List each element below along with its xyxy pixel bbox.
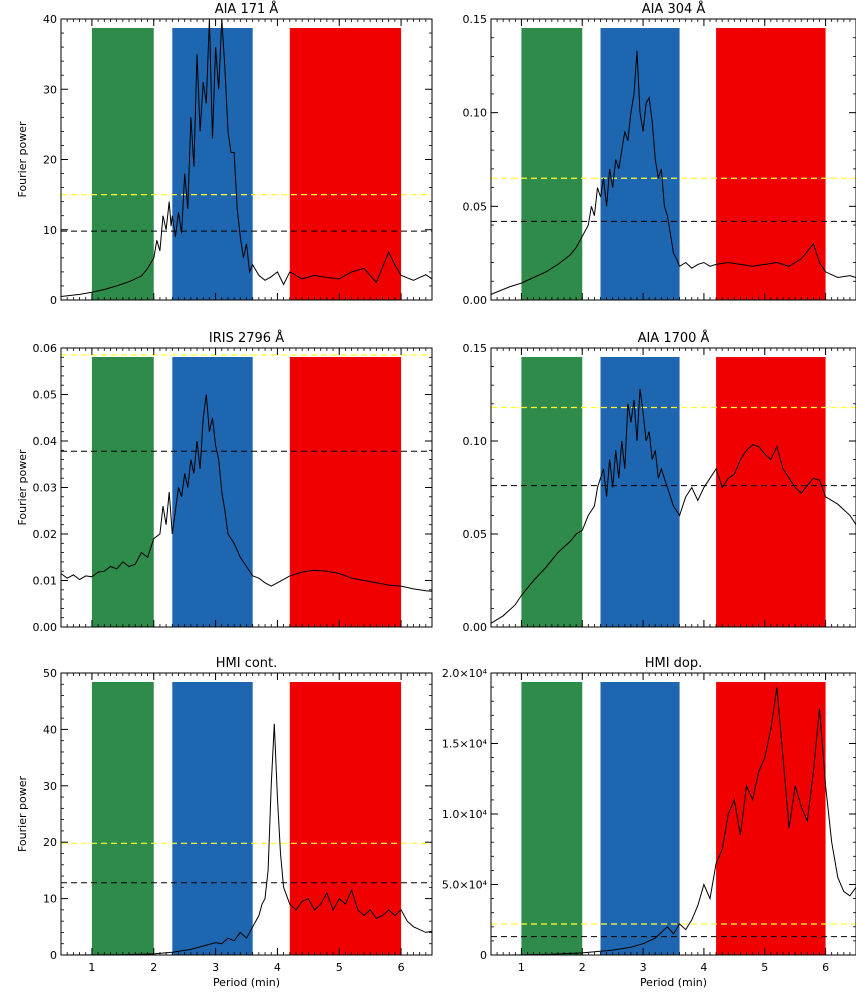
y-tick-label: 0.00 (463, 621, 488, 634)
y-axis-label: Fourier power (16, 121, 29, 197)
power-spectrum-line (60, 394, 433, 592)
y-tick-label: 0.15 (463, 342, 488, 355)
period-band-2 (600, 682, 680, 955)
period-band-1 (521, 682, 583, 955)
y-tick-label: 30 (43, 83, 57, 96)
x-tick-label: 5 (761, 961, 768, 974)
power-spectrum-line (60, 18, 433, 297)
x-tick-label: 2 (579, 961, 586, 974)
panel-6: 1 2 3 4 5 6 0 5.0×10⁴ 1.0×10⁴ 1.5×10⁴ 2.0×10⁴ HMI d… (442, 656, 856, 989)
panel-title: AIA 1700 Å (638, 330, 710, 346)
x-tick-label: 5 (336, 961, 343, 974)
x-tick-label: 2 (150, 961, 157, 974)
y-tick-label: 0.06 (33, 342, 58, 355)
x-tick-label: 4 (274, 961, 281, 974)
y-tick-label: 0 (50, 949, 57, 962)
y-axis-label: Fourier power (16, 776, 29, 852)
panel-title: HMI dop. (645, 656, 703, 671)
y-tick-label: 20 (43, 154, 57, 167)
y-tick-label: 1.0×10⁴ (442, 808, 488, 821)
x-tick-label: 3 (640, 961, 647, 974)
y-tick-label: 0 (50, 294, 57, 307)
period-band-3 (289, 682, 402, 955)
panel-2: 0.00 0.05 0.10 0.15 AIA 304 Å (463, 1, 856, 307)
y-tick-label: 40 (43, 13, 57, 26)
x-tick-label: 6 (822, 961, 829, 974)
y-tick-label: 0.01 (33, 575, 58, 588)
y-tick-label: 0.00 (33, 621, 58, 634)
y-tick-label: 0 (480, 949, 487, 962)
y-tick-label: 0.05 (463, 200, 488, 213)
y-tick-label: 0.05 (463, 528, 488, 541)
power-spectrum-line (490, 50, 856, 295)
x-axis-label: Period (min) (213, 976, 280, 989)
panel-5: 1 2 3 4 5 6 0 10 20 30 40 50 HMI cont. Fourier power P… (16, 656, 433, 989)
period-band-2 (600, 28, 680, 300)
panel-4: 0.00 0.05 0.10 0.15 AIA 1700 Å (463, 330, 856, 634)
y-tick-label: 0.00 (463, 294, 488, 307)
period-band-2 (172, 28, 253, 300)
y-tick-label: 0.05 (33, 389, 58, 402)
period-band-1 (91, 357, 154, 627)
panel-title: IRIS 2796 Å (209, 330, 284, 346)
y-tick-label: 10 (43, 224, 57, 237)
period-band-1 (521, 28, 583, 300)
power-spectrum-line (490, 687, 856, 956)
period-band-3 (716, 357, 826, 627)
period-band-1 (91, 682, 154, 955)
y-tick-label: 0.10 (463, 107, 488, 120)
panel-3: 0.00 0.01 0.02 0.03 0.04 0.05 0.06 IRIS 2796 Å F… (16, 330, 433, 634)
y-tick-label: 30 (43, 780, 57, 793)
x-tick-label: 1 (518, 961, 525, 974)
y-tick-label: 20 (43, 836, 57, 849)
x-axis-label: Period (min) (640, 976, 707, 989)
period-band-3 (289, 28, 402, 300)
y-tick-label: 1.5×10⁴ (442, 738, 488, 751)
y-tick-label: 10 (43, 893, 57, 906)
period-band-1 (521, 357, 583, 627)
panel-1: 0 10 20 30 40 AIA 171 Å Fourier power (16, 1, 433, 307)
period-band-1 (91, 28, 154, 300)
period-band-2 (600, 357, 680, 627)
y-tick-label: 50 (43, 667, 57, 680)
period-band-3 (716, 28, 826, 300)
y-tick-label: 0.04 (33, 435, 58, 448)
x-tick-label: 4 (700, 961, 707, 974)
panel-title: HMI cont. (216, 656, 278, 671)
power-spectrum-line (490, 388, 856, 624)
period-band-3 (289, 357, 402, 627)
x-tick-label: 3 (212, 961, 219, 974)
y-tick-label: 0.15 (463, 13, 488, 26)
y-tick-label: 0.02 (33, 528, 58, 541)
y-tick-label: 0.03 (33, 482, 58, 495)
x-tick-label: 6 (398, 961, 405, 974)
panel-title: AIA 304 Å (642, 1, 706, 17)
y-axis-label: Fourier power (16, 449, 29, 525)
x-tick-label: 1 (88, 961, 95, 974)
panel-title: AIA 171 Å (215, 1, 279, 17)
period-band-2 (172, 682, 253, 955)
power-spectrum-line (60, 723, 433, 956)
y-tick-label: 40 (43, 723, 57, 736)
y-tick-label: 2.0×10⁴ (442, 667, 488, 680)
y-tick-label: 5.0×10⁴ (442, 879, 488, 892)
period-band-3 (716, 682, 826, 955)
y-tick-label: 0.10 (463, 435, 488, 448)
period-band-2 (172, 357, 253, 627)
